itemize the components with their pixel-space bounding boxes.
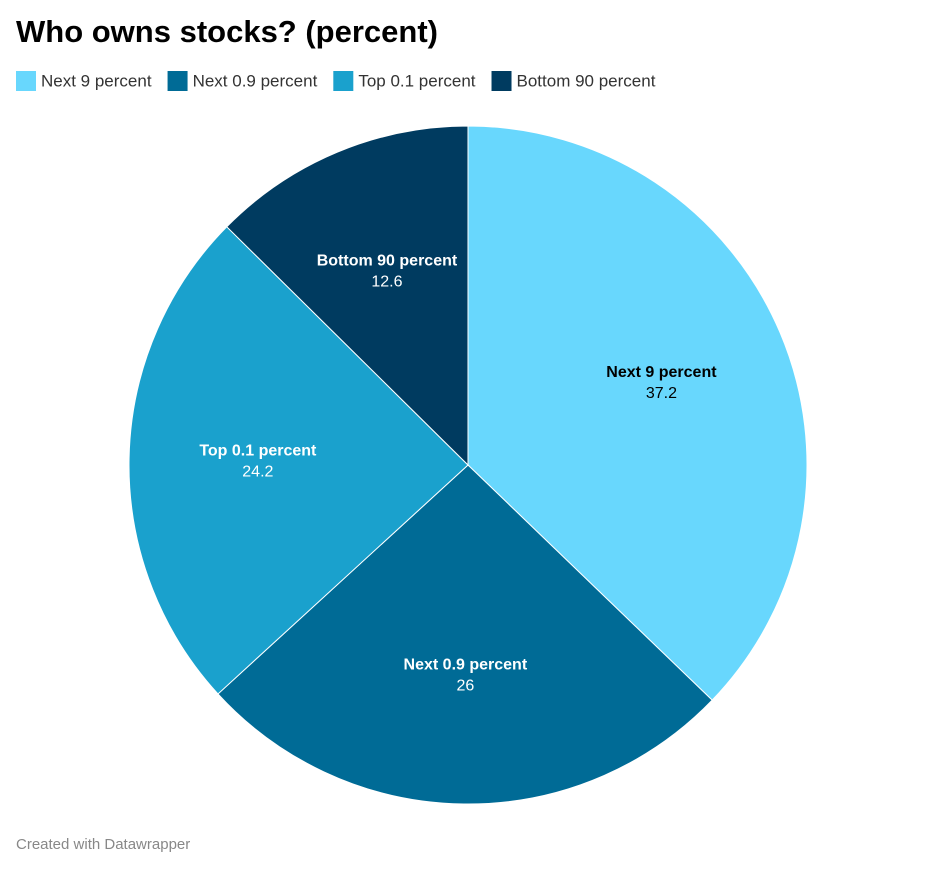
slice-value: 12.6 — [371, 273, 402, 290]
pie-slice — [467, 125, 808, 701]
legend-label: Top 0.1 percent — [358, 71, 475, 90]
pie-slice — [217, 464, 713, 805]
legend-swatch — [16, 71, 36, 91]
slice-label: Next 9 percent — [606, 364, 717, 381]
credit: Created with Datawrapper — [16, 836, 190, 853]
legend-swatch — [333, 71, 354, 91]
pie-slice — [226, 125, 469, 467]
slice-value: 26 — [456, 677, 474, 694]
legend-label: Next 0.9 percent — [193, 71, 318, 90]
slice-value: 37.2 — [646, 385, 677, 402]
slice-value: 24.2 — [242, 463, 273, 480]
legend-label: Next 9 percent — [41, 71, 152, 90]
chart-title: Who owns stocks? (percent) — [16, 14, 438, 49]
slice-label: Next 0.9 percent — [404, 656, 528, 673]
pie-slice — [128, 226, 469, 695]
legend-swatch — [167, 71, 188, 91]
slice-label: Top 0.1 percent — [199, 442, 317, 459]
legend-label: Bottom 90 percent — [517, 71, 656, 90]
legend-swatch — [491, 71, 512, 91]
slice-label: Bottom 90 percent — [317, 252, 458, 269]
